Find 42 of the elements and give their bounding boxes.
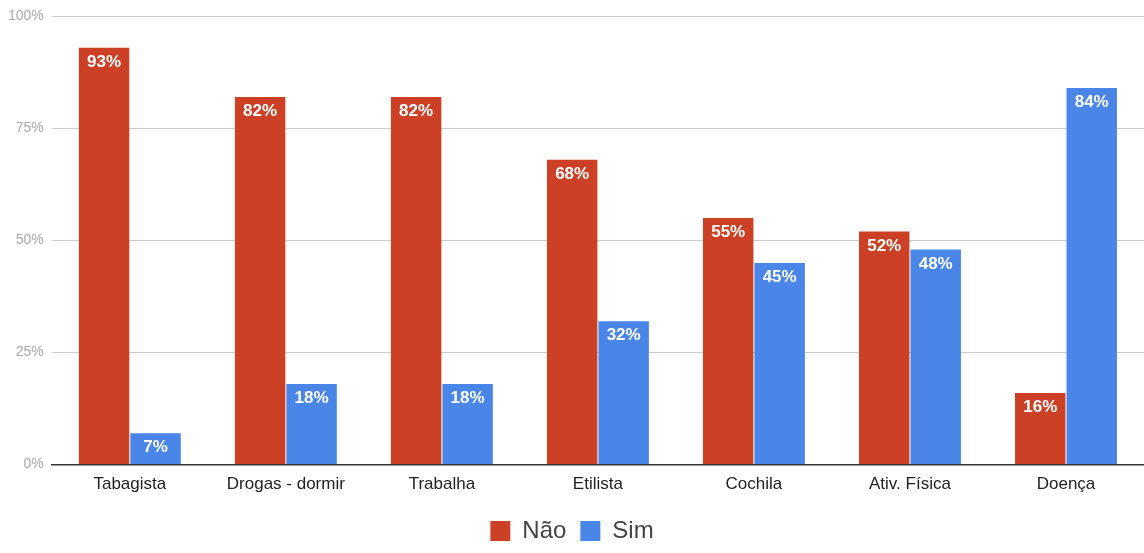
- bar: [390, 97, 442, 465]
- text: 68%: [555, 164, 590, 184]
- text: 82%: [243, 101, 278, 121]
- bar: [702, 218, 754, 465]
- x-tick-label: Ativ. Física: [869, 474, 952, 494]
- bar: [1015, 392, 1066, 465]
- bar: [234, 97, 286, 465]
- bar: [442, 383, 493, 465]
- x-tick-label: Drogas - dormir: [226, 474, 346, 494]
- text: 55%: [711, 222, 746, 242]
- bar: [754, 262, 805, 465]
- text: 32%: [606, 325, 641, 345]
- x-tick-label: Cochila: [725, 474, 783, 494]
- text: 93%: [87, 51, 122, 71]
- text: 7%: [143, 437, 168, 457]
- x-tick-label: Doença: [1036, 474, 1096, 494]
- text: 18%: [450, 388, 485, 408]
- bar: [598, 321, 649, 465]
- bar: [910, 249, 961, 465]
- y-tick-label: 75%: [15, 119, 44, 136]
- bar: [1066, 88, 1117, 465]
- x-tick-label: Trabalha: [408, 474, 476, 494]
- y-tick-label: 0%: [23, 455, 44, 472]
- text: 84%: [1074, 92, 1109, 112]
- y-tick-label: 25%: [15, 343, 44, 360]
- bar: [78, 47, 130, 465]
- text: 52%: [867, 235, 902, 255]
- bar: [286, 383, 337, 465]
- bar: [858, 231, 910, 465]
- y-tick-label: 100%: [7, 7, 44, 24]
- y-tick-label: 50%: [15, 231, 44, 248]
- legend-label: Sim: [612, 515, 654, 543]
- x-tick-label: Tabagista: [93, 474, 167, 494]
- text: 16%: [1023, 397, 1058, 417]
- text: 18%: [294, 388, 329, 408]
- bar: [130, 433, 181, 465]
- text: 82%: [399, 101, 434, 121]
- x-tick-label: Etilista: [572, 474, 624, 494]
- bar: [546, 159, 598, 465]
- text: 48%: [918, 253, 953, 273]
- text: 45%: [762, 267, 797, 287]
- legend-label: Não: [522, 515, 567, 543]
